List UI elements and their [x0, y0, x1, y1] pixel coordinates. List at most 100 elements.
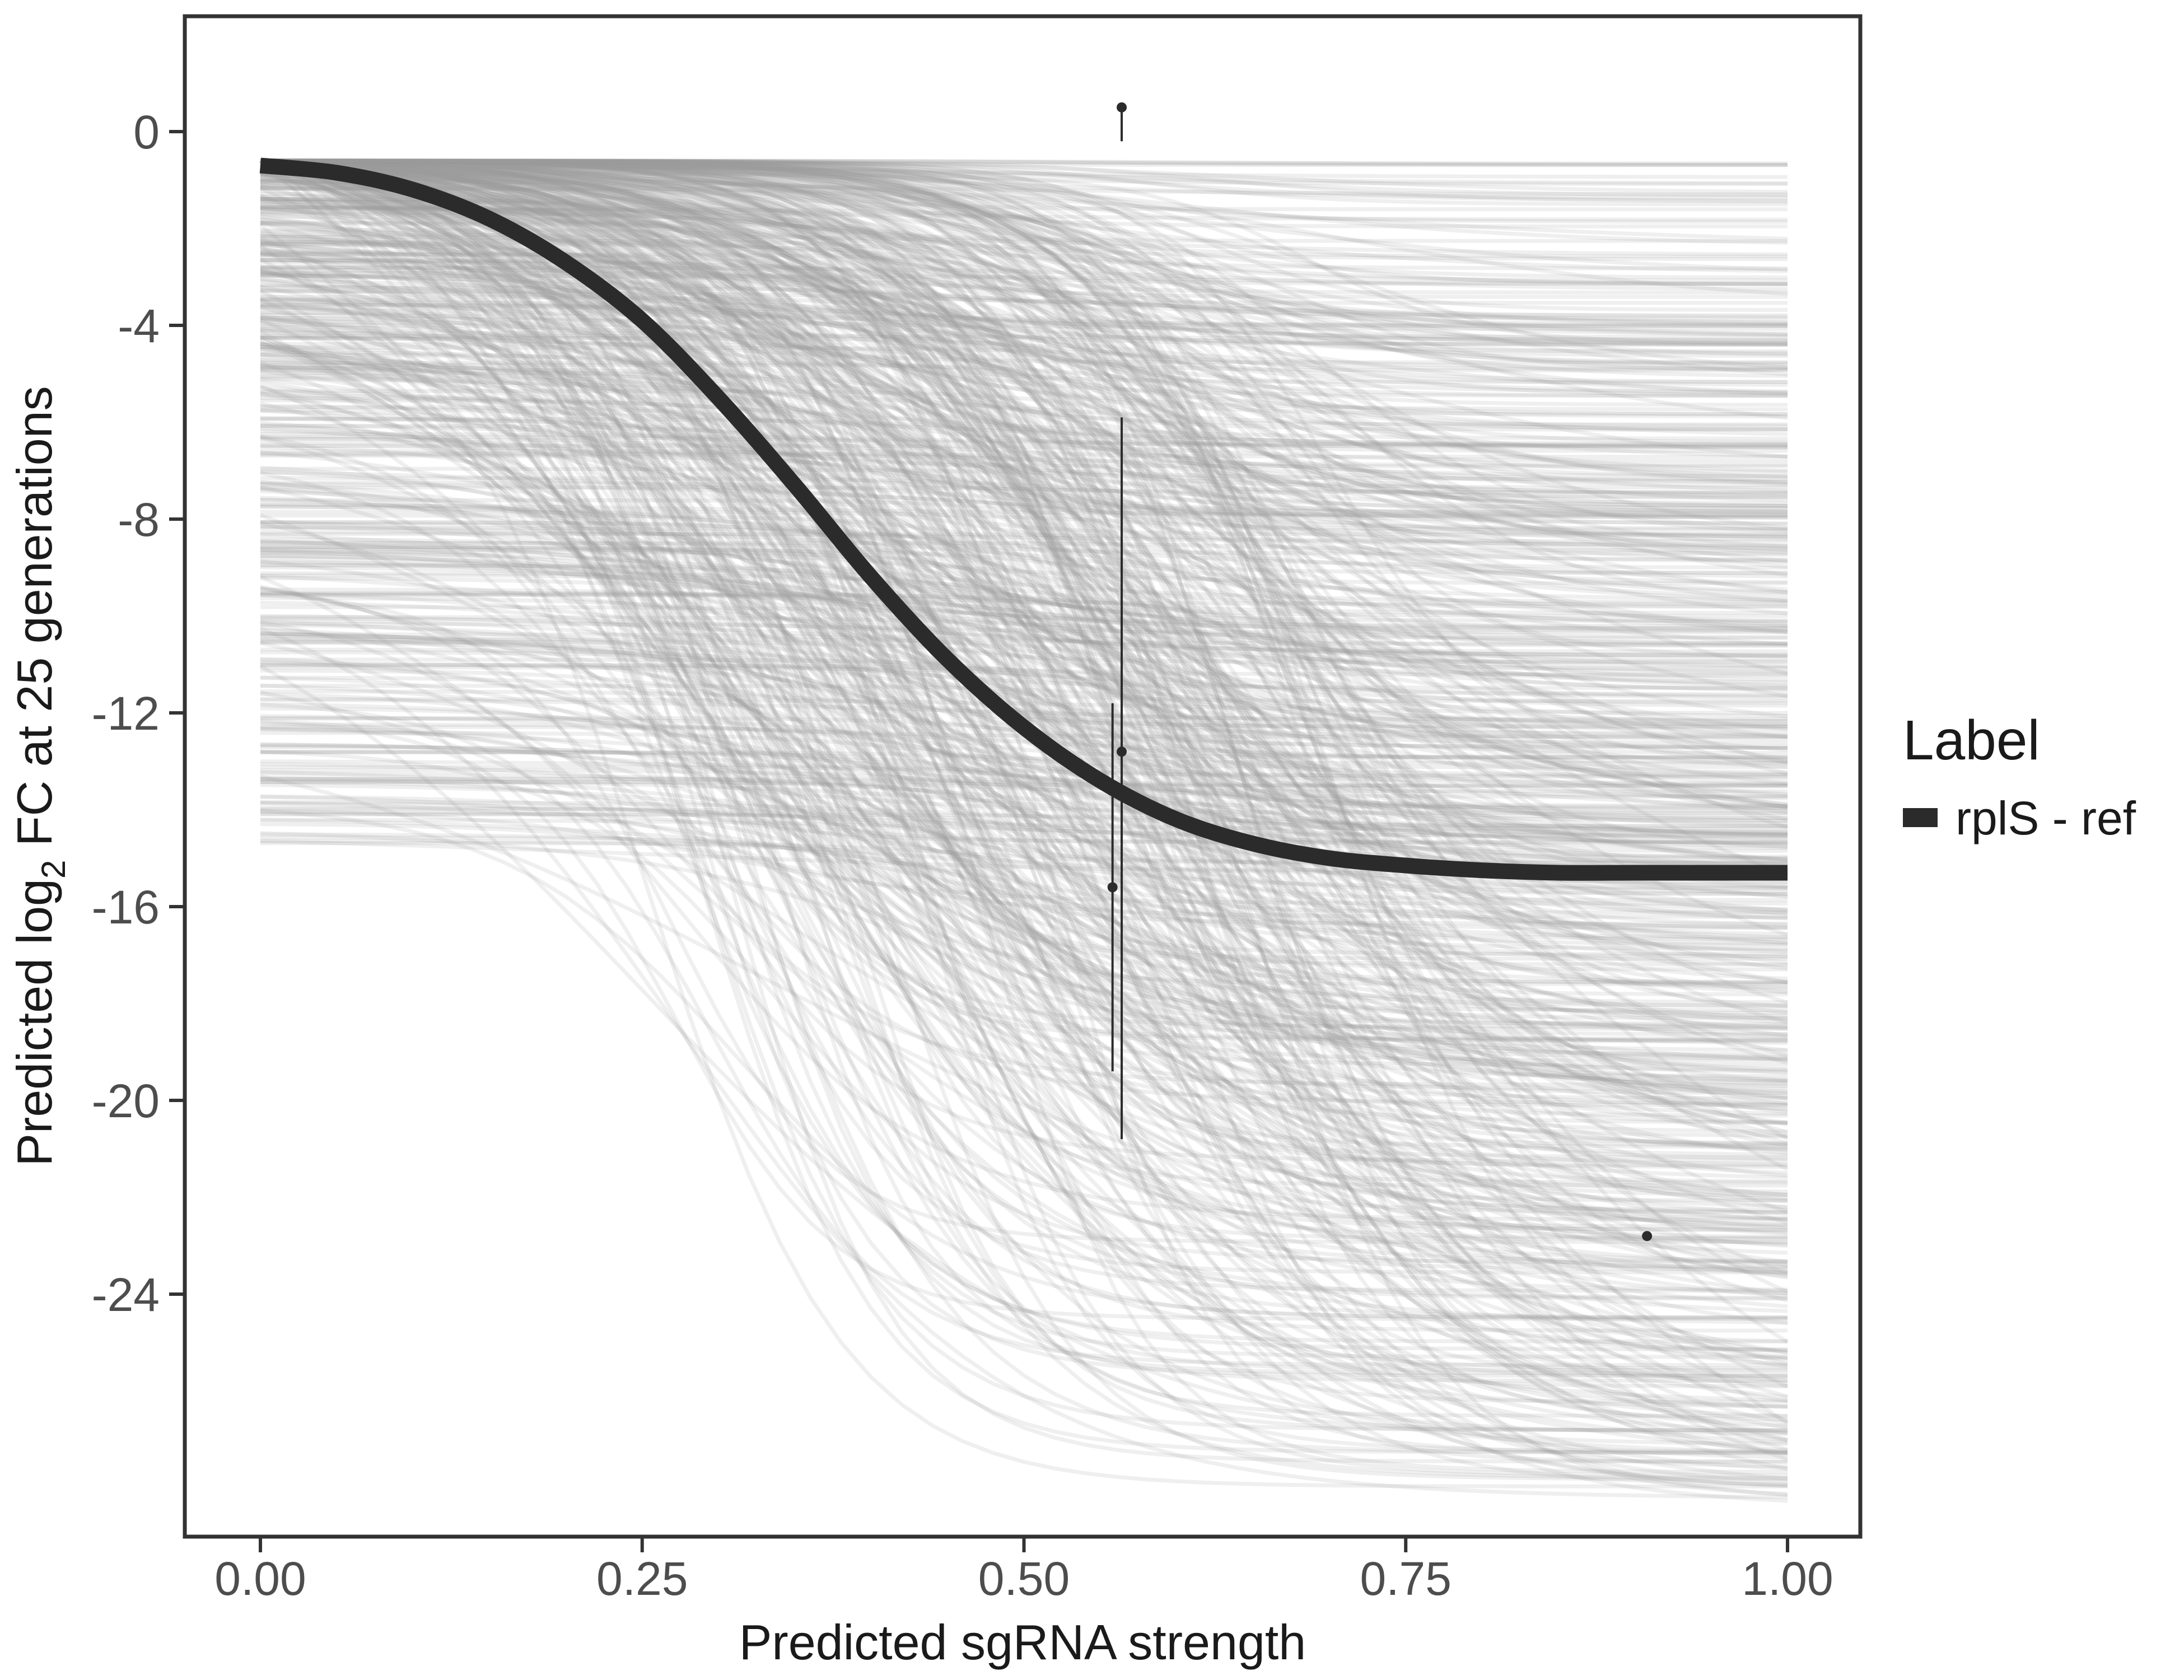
posterior-draw-line	[260, 211, 1788, 862]
posterior-draw-line	[259, 158, 1788, 1352]
posterior-draw-line	[260, 808, 1788, 1320]
posterior-draw-line	[260, 258, 1788, 1226]
posterior-draw-line	[260, 368, 1788, 1271]
posterior-draw-line	[260, 158, 1788, 1474]
posterior-draw-line	[260, 591, 1788, 675]
posterior-draw-line	[259, 257, 1788, 1210]
posterior-draw-line	[260, 591, 1788, 631]
posterior-draw-line	[260, 393, 1788, 441]
posterior-draw-line	[260, 158, 1788, 761]
posterior-draw-line	[260, 429, 1788, 1021]
posterior-draw-line	[260, 158, 1788, 813]
posterior-draw-line	[260, 615, 1788, 669]
posterior-draw-line	[260, 189, 1788, 1037]
posterior-draw-line	[260, 194, 1788, 1125]
posterior-draw-line	[260, 454, 1788, 515]
posterior-draw-line	[260, 768, 1788, 837]
posterior-draw-line	[260, 385, 1788, 1029]
posterior-draw-line	[260, 158, 1788, 683]
posterior-draw-line	[260, 326, 1788, 1360]
posterior-draw-line	[260, 203, 1788, 1039]
posterior-draw-line	[260, 240, 1788, 508]
posterior-draw-line	[260, 158, 1788, 1065]
data-point	[1642, 1231, 1653, 1242]
posterior-draw-line	[260, 214, 1788, 825]
posterior-draw-line	[260, 434, 1788, 1163]
main-curve	[259, 157, 1788, 881]
data-point	[1117, 102, 1127, 113]
legend-key	[1903, 808, 1938, 827]
y-axis-title-subscript: 2	[35, 860, 72, 879]
posterior-draw-line	[260, 220, 1788, 520]
posterior-draw-line	[260, 421, 1788, 578]
posterior-draw-line	[260, 158, 1788, 343]
posterior-draw-line	[260, 206, 1788, 478]
posterior-draw-line	[260, 265, 1788, 291]
posterior-draw-line	[260, 596, 1788, 1202]
posterior-draw-line	[260, 416, 1788, 490]
posterior-draw-line	[260, 365, 1788, 563]
posterior-draw-line	[260, 158, 1788, 691]
posterior-draw-line	[260, 176, 1788, 865]
y-tick-label: 0	[133, 106, 160, 158]
posterior-draw-line	[260, 158, 1788, 428]
posterior-draw-line	[260, 260, 1788, 1015]
posterior-draw-line	[260, 452, 1788, 584]
y-axis-title-part2: FC at 25 generations	[7, 386, 62, 860]
posterior-draw-line	[260, 765, 1788, 894]
posterior-draw-line	[260, 186, 1788, 739]
posterior-draw-line	[260, 377, 1788, 431]
posterior-draw-line	[260, 158, 1788, 407]
posterior-draw-line	[260, 158, 1788, 1409]
posterior-draw-line	[259, 158, 1788, 1277]
posterior-draw-line	[260, 354, 1788, 859]
posterior-draw-line	[260, 502, 1788, 729]
posterior-draw-line	[260, 158, 1788, 357]
posterior-draw-line	[260, 158, 1788, 224]
posterior-draw-line	[260, 158, 1788, 1278]
posterior-draw-line	[260, 158, 1788, 1452]
posterior-draw-line	[260, 172, 1789, 1389]
posterior-draw-line	[260, 158, 1788, 764]
posterior-draw-line	[260, 158, 1788, 346]
posterior-draw-line	[260, 158, 1788, 984]
posterior-draw-line	[260, 158, 1788, 1300]
posterior-draw-line	[260, 272, 1788, 337]
posterior-draw-line	[260, 390, 1788, 469]
posterior-draw-line	[260, 160, 1788, 816]
posterior-draw-line	[260, 158, 1788, 484]
posterior-draw-line	[260, 158, 1788, 1072]
x-tick-label: 0.25	[596, 1552, 688, 1605]
posterior-draw-line	[260, 158, 1788, 1108]
posterior-draw-line	[260, 749, 1788, 1264]
posterior-draw-line	[260, 675, 1788, 769]
posterior-draw-line	[260, 158, 1788, 358]
posterior-draw-line	[260, 158, 1788, 786]
posterior-draw-line	[260, 650, 1788, 703]
posterior-draw-line	[260, 725, 1788, 1083]
posterior-draw-line	[260, 587, 1788, 664]
posterior-draw-line	[260, 158, 1788, 166]
posterior-draw-line	[260, 158, 1788, 648]
posterior-draw-line	[260, 158, 1788, 542]
posterior-draw-line	[259, 384, 1788, 1125]
y-tick-label: -4	[118, 300, 160, 352]
posterior-draw-line	[260, 482, 1788, 565]
posterior-draw-line	[260, 423, 1788, 467]
posterior-draw-line	[260, 158, 1788, 1245]
posterior-draw-line	[260, 380, 1788, 602]
posterior-draw-line	[260, 407, 1788, 1418]
posterior-draw-line	[260, 367, 1788, 1161]
posterior-draw-line	[260, 158, 1788, 1436]
posterior-draw-line	[260, 248, 1788, 514]
posterior-draw-line	[260, 158, 1788, 1138]
posterior-draw-line	[260, 158, 1788, 657]
posterior-draw-line	[260, 209, 1788, 473]
posterior-draw-line	[260, 801, 1788, 941]
posterior-draw-line	[260, 158, 1788, 828]
posterior-draw-line	[260, 158, 1788, 530]
posterior-draw-line	[260, 158, 1788, 384]
posterior-draw-line	[260, 158, 1788, 505]
posterior-draw-line	[260, 777, 1788, 958]
posterior-draw-line	[260, 486, 1788, 1075]
